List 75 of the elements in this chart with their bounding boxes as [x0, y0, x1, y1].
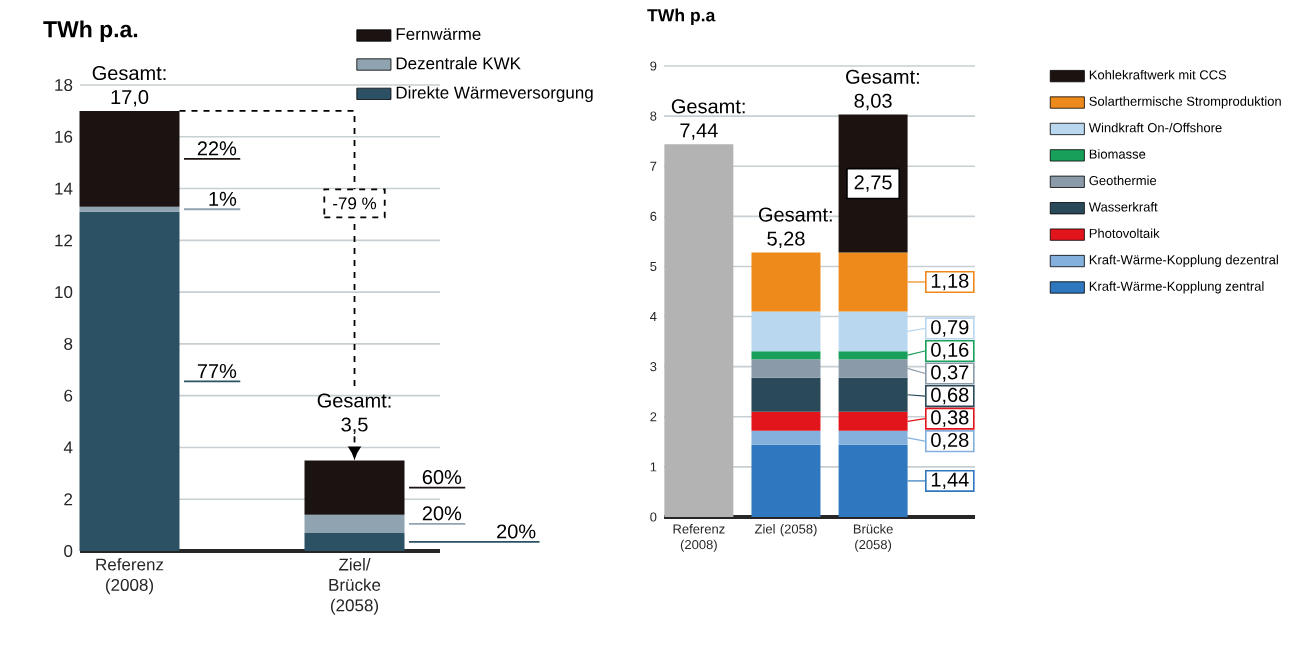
- bar: [751, 359, 821, 378]
- y-axis-title: TWh p.a: [647, 8, 716, 25]
- legend-label: Biomasse: [1089, 149, 1146, 159]
- legend-label: Photovoltaik: [1089, 228, 1160, 238]
- total-label: Gesamt: 17,0: [92, 65, 166, 107]
- y-axis-title: TWh p.a.: [43, 20, 138, 42]
- y-tick-label: 12: [55, 234, 73, 247]
- data-label: 0,38: [931, 410, 969, 427]
- y-tick-label: 0: [650, 512, 657, 522]
- x-tick-label: Referenz (2008): [673, 524, 725, 552]
- x-tick-label: Referenz (2008): [96, 558, 164, 595]
- legend-label: Kraft-Wärme-Kopplung dezentral: [1089, 254, 1278, 267]
- data-label: 2,75: [854, 175, 892, 192]
- legend-label: Wasserkraft: [1088, 202, 1158, 212]
- legend-label: Kohlekraftwerk mit CCS: [1089, 69, 1227, 80]
- annotation: 22%: [197, 141, 237, 156]
- bar: [304, 532, 405, 551]
- y-tick-label: 18: [55, 79, 73, 92]
- annotation: 60%: [422, 470, 462, 485]
- legend-label: Kraft-Wärme-Kopplung zentral: [1089, 281, 1264, 294]
- bar: [79, 206, 180, 212]
- bar: [751, 444, 821, 517]
- annotation: -79 %: [333, 197, 377, 210]
- y-tick-label: 8: [650, 111, 657, 121]
- bar: [664, 144, 734, 517]
- data-label: 1,18: [931, 273, 969, 291]
- x-tick-label: Ziel/ Brücke (2058): [329, 558, 381, 615]
- y-tick-label: 14: [55, 182, 73, 195]
- legend-label: Direkte Wärmeversorgung: [396, 86, 593, 103]
- bar: [751, 351, 821, 360]
- legend-label: Fernwärme: [396, 28, 481, 41]
- y-tick-label: 10: [55, 286, 73, 299]
- y-tick-label: 0: [64, 545, 73, 558]
- y-tick-label: 9: [650, 61, 657, 71]
- bar: [751, 411, 821, 431]
- x-tick-label: Ziel (2058): [754, 524, 817, 537]
- total-label: Gesamt: 3,5: [317, 393, 391, 434]
- y-tick-label: 4: [650, 312, 657, 322]
- bar: [79, 211, 180, 551]
- total-label: Gesamt: 5,28: [758, 207, 832, 249]
- data-label: 0,16: [931, 342, 969, 360]
- bar: [304, 460, 405, 515]
- legend-label: Solarthermische Stromproduktion: [1089, 96, 1281, 109]
- text: 20%: [497, 524, 536, 539]
- y-tick-label: 1: [650, 462, 657, 472]
- y-tick-label: 2: [650, 412, 657, 422]
- annotation: 20%: [422, 506, 462, 521]
- total-label: Gesamt: 7,44: [671, 99, 745, 140]
- bar: [751, 377, 821, 412]
- data-label: 0,68: [931, 387, 969, 405]
- y-tick-label: 3: [650, 362, 657, 372]
- y-tick-label: 2: [64, 493, 73, 506]
- bar: [751, 430, 821, 445]
- legend-label: Windkraft On-/Offshore: [1088, 122, 1222, 133]
- y-tick-label: 8: [64, 337, 73, 350]
- y-tick-label: 4: [63, 441, 73, 454]
- data-label: 1,44: [931, 472, 969, 490]
- x-tick-label: Brücke (2058): [853, 524, 893, 552]
- bar: [79, 110, 180, 207]
- data-label: 0,37: [931, 365, 969, 382]
- y-tick-label: 7: [650, 161, 657, 171]
- data-label: 0,28: [931, 432, 969, 450]
- y-tick-label: 5: [650, 261, 657, 271]
- total-label: Gesamt: 8,03: [846, 69, 919, 111]
- bar: [751, 311, 821, 352]
- y-tick-label: 16: [55, 130, 73, 143]
- bar: [304, 514, 405, 533]
- bar: [751, 252, 821, 312]
- legend-label: Geothermie: [1089, 175, 1157, 186]
- y-tick-label: 6: [650, 211, 657, 221]
- y-tick-label: 6: [64, 389, 73, 402]
- annotation: 77%: [197, 364, 237, 379]
- legend-label: Dezentrale KWK: [396, 56, 521, 70]
- data-label: 0,79: [931, 320, 969, 337]
- annotation: 1%: [209, 191, 237, 206]
